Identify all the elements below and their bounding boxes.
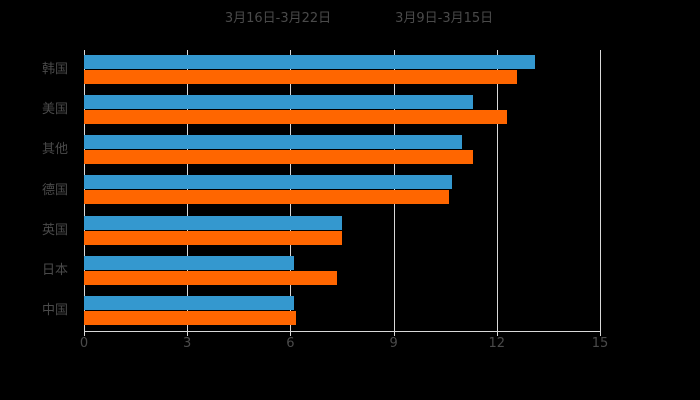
- bar-group: [84, 130, 600, 170]
- y-axis-label-6: 中国: [41, 302, 68, 318]
- y-axis-label-1: 美国: [41, 102, 68, 118]
- bar[interactable]: [84, 110, 508, 125]
- legend-marker-circle-icon: [207, 13, 218, 24]
- bar[interactable]: [84, 310, 296, 325]
- y-axis-label-5: 日本: [41, 262, 68, 278]
- legend-marker-square-icon: [377, 13, 388, 24]
- x-axis-tick-0: 0: [79, 336, 89, 351]
- bar[interactable]: [84, 70, 518, 84]
- x-axis-tick-mark-15: [600, 331, 601, 336]
- legend-label-series-0: 3月16日-3月22日: [224, 10, 332, 26]
- x-axis-tick-mark-0: [84, 331, 85, 336]
- bar[interactable]: [84, 255, 294, 270]
- plot-area: [84, 50, 601, 331]
- bar-groups: [84, 50, 600, 331]
- legend-item-series-1[interactable]: 3月9日-3月15日: [377, 12, 493, 25]
- y-axis-category-labels: 韩国美国其他德国英国日本中国: [0, 50, 78, 331]
- bar-group: [84, 291, 600, 331]
- x-axis-tick-15: 15: [591, 336, 609, 351]
- y-axis-label-3: 德国: [41, 182, 68, 198]
- y-axis-label-2: 其他: [41, 142, 68, 158]
- x-axis-tick-mark-12: [496, 331, 498, 336]
- bar[interactable]: [84, 150, 473, 165]
- bar[interactable]: [84, 230, 342, 245]
- bar-group: [84, 211, 600, 251]
- x-axis-tick-mark-3: [187, 331, 189, 336]
- legend-label-series-1: 3月9日-3月15日: [395, 10, 494, 26]
- gridline-x-15: [600, 50, 601, 331]
- bar[interactable]: [84, 95, 473, 110]
- bar[interactable]: [84, 175, 453, 190]
- x-axis-tick-mark-9: [393, 331, 395, 336]
- x-axis-tick-12: 12: [488, 336, 506, 351]
- y-axis-label-0: 韩国: [41, 62, 68, 78]
- bar[interactable]: [84, 270, 337, 285]
- x-axis-tick-9: 9: [389, 336, 398, 351]
- bar-group: [84, 90, 600, 130]
- chart-legend: 3月16日-3月22日 3月9日-3月15日: [0, 8, 700, 28]
- y-axis-label-4: 英国: [41, 222, 68, 238]
- x-axis-tick-mark-6: [290, 331, 292, 336]
- bar[interactable]: [84, 215, 342, 230]
- bar-group: [84, 251, 600, 291]
- x-axis-tick-6: 6: [286, 336, 295, 351]
- bar[interactable]: [84, 135, 463, 150]
- bar-group: [84, 170, 600, 210]
- bar-group: [84, 50, 600, 90]
- bar[interactable]: [84, 55, 535, 69]
- legend-item-series-0[interactable]: 3月16日-3月22日: [207, 12, 331, 25]
- x-axis-line: [84, 331, 601, 332]
- x-axis-tick-labels: 0 3 6 9 12 15: [0, 337, 700, 357]
- x-axis-tick-3: 3: [183, 336, 192, 351]
- bar[interactable]: [84, 190, 449, 205]
- gridline-x-12: [496, 50, 498, 331]
- bar[interactable]: [84, 295, 294, 310]
